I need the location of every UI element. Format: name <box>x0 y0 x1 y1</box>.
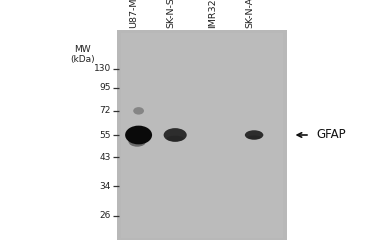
Ellipse shape <box>125 126 152 144</box>
Text: 34: 34 <box>99 182 111 191</box>
Ellipse shape <box>129 136 146 147</box>
Text: 55: 55 <box>99 130 111 140</box>
Text: IMR32: IMR32 <box>209 0 218 28</box>
Text: 95: 95 <box>99 83 111 92</box>
Text: SK-N-AS: SK-N-AS <box>245 0 254 28</box>
Bar <box>117 30 287 240</box>
Text: GFAP: GFAP <box>316 128 346 141</box>
Text: 130: 130 <box>94 64 111 73</box>
Text: U87-MG: U87-MG <box>130 0 139 28</box>
Text: 43: 43 <box>99 152 111 162</box>
Ellipse shape <box>164 128 187 142</box>
Text: SK-N-SH: SK-N-SH <box>166 0 175 28</box>
Ellipse shape <box>133 107 144 114</box>
Ellipse shape <box>132 128 146 134</box>
Ellipse shape <box>247 136 261 139</box>
Ellipse shape <box>245 130 263 140</box>
Ellipse shape <box>167 136 184 141</box>
Text: 72: 72 <box>99 106 111 115</box>
Bar <box>121 32 283 238</box>
Text: MW
(kDa): MW (kDa) <box>70 45 95 64</box>
Text: 26: 26 <box>99 211 111 220</box>
